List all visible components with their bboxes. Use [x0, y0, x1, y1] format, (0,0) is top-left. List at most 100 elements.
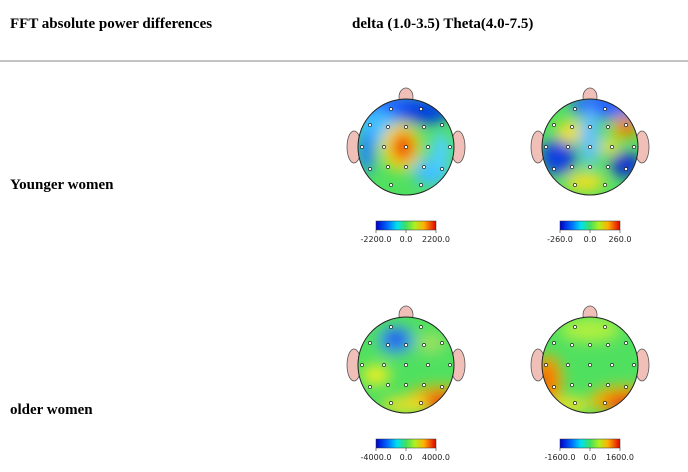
color-bar-label: 1600.0: [606, 453, 634, 462]
electrode: [422, 383, 426, 387]
electrode: [570, 343, 574, 347]
electrode: [573, 401, 577, 405]
electrode: [440, 123, 444, 127]
electrode: [588, 125, 592, 129]
band-header: delta (1.0-3.5) Theta(4.0-7.5): [352, 16, 533, 32]
electrode: [588, 383, 592, 387]
electrode: [422, 125, 426, 129]
color-bar: [559, 220, 621, 231]
electrode: [389, 401, 393, 405]
map-blob: [386, 331, 406, 347]
map-field: [358, 317, 454, 413]
electrode: [389, 107, 393, 111]
map-blob: [560, 318, 620, 342]
head-outline: [541, 316, 639, 414]
electrode: [448, 145, 452, 149]
electrode: [573, 107, 577, 111]
electrode: [588, 165, 592, 169]
head-outline: [541, 98, 639, 196]
electrode: [440, 385, 444, 389]
electrode: [603, 325, 607, 329]
electrode: [419, 183, 423, 187]
electrode: [440, 341, 444, 345]
color-bar-label: -1600.0: [545, 453, 576, 462]
color-bar-label: 4000.0: [422, 453, 450, 462]
electrode: [404, 343, 408, 347]
electrode: [588, 343, 592, 347]
electrode: [603, 401, 607, 405]
electrode: [566, 145, 570, 149]
electrode: [606, 165, 610, 169]
electrode: [588, 363, 592, 367]
electrode: [404, 125, 408, 129]
electrode: [624, 167, 628, 171]
electrode: [573, 183, 577, 187]
electrode: [570, 165, 574, 169]
map-blob: [381, 397, 431, 413]
topo-map: -260.0 0.0 260.0: [530, 87, 650, 244]
electrode: [606, 343, 610, 347]
map-blob: [358, 130, 374, 174]
electrode: [360, 363, 364, 367]
electrode: [573, 325, 577, 329]
electrode: [368, 341, 372, 345]
electrode: [386, 383, 390, 387]
electrode: [404, 165, 408, 169]
color-bar-label: -4000.0: [361, 453, 392, 462]
map-blob: [396, 137, 410, 157]
color-bar-label: -260.0: [547, 235, 573, 244]
topo-map: -2200.0 0.0 2200.0: [346, 87, 466, 244]
electrode: [606, 383, 610, 387]
electrode: [419, 325, 423, 329]
electrode: [570, 383, 574, 387]
color-bar-label: 260.0: [609, 235, 632, 244]
electrode: [552, 167, 556, 171]
electrode: [632, 363, 636, 367]
electrode: [382, 363, 386, 367]
topo-map: -4000.0 0.0 4000.0: [346, 305, 466, 462]
electrode: [552, 341, 556, 345]
head-outline: [357, 98, 455, 196]
map-blob: [431, 132, 451, 172]
electrode: [552, 385, 556, 389]
electrode: [360, 145, 364, 149]
electrode: [606, 125, 610, 129]
electrode: [632, 145, 636, 149]
electrode: [404, 145, 408, 149]
electrode: [422, 165, 426, 169]
electrode: [624, 385, 628, 389]
electrode: [368, 385, 372, 389]
map-blob: [600, 139, 620, 155]
topo-map: -1600.0 0.0 1600.0: [530, 305, 650, 462]
color-bar-label: 0.0: [400, 235, 413, 244]
head-outline: [357, 316, 455, 414]
electrode: [610, 363, 614, 367]
map-blob: [570, 99, 638, 119]
electrode: [368, 167, 372, 171]
map-blob: [580, 107, 600, 167]
color-bar: [375, 438, 437, 449]
map-field: [542, 99, 638, 195]
electrode: [419, 401, 423, 405]
electrode: [624, 123, 628, 127]
color-bar-label: -2200.0: [361, 235, 392, 244]
figure-title: FFT absolute power differences: [10, 16, 212, 32]
map-blob: [542, 364, 553, 396]
map-blob: [542, 139, 576, 175]
row-label: older women: [10, 402, 93, 418]
map-blob: [590, 386, 638, 413]
electrode: [440, 167, 444, 171]
electrode: [603, 183, 607, 187]
map-blob: [362, 365, 390, 385]
map-field: [358, 99, 454, 195]
electrode: [419, 107, 423, 111]
map-blob: [565, 172, 605, 192]
map-blob: [556, 120, 584, 144]
electrode: [426, 363, 430, 367]
electrode: [404, 383, 408, 387]
color-bar-label: 0.0: [584, 453, 597, 462]
electrode: [448, 363, 452, 367]
electrode: [588, 145, 592, 149]
color-bar-label: 0.0: [400, 453, 413, 462]
